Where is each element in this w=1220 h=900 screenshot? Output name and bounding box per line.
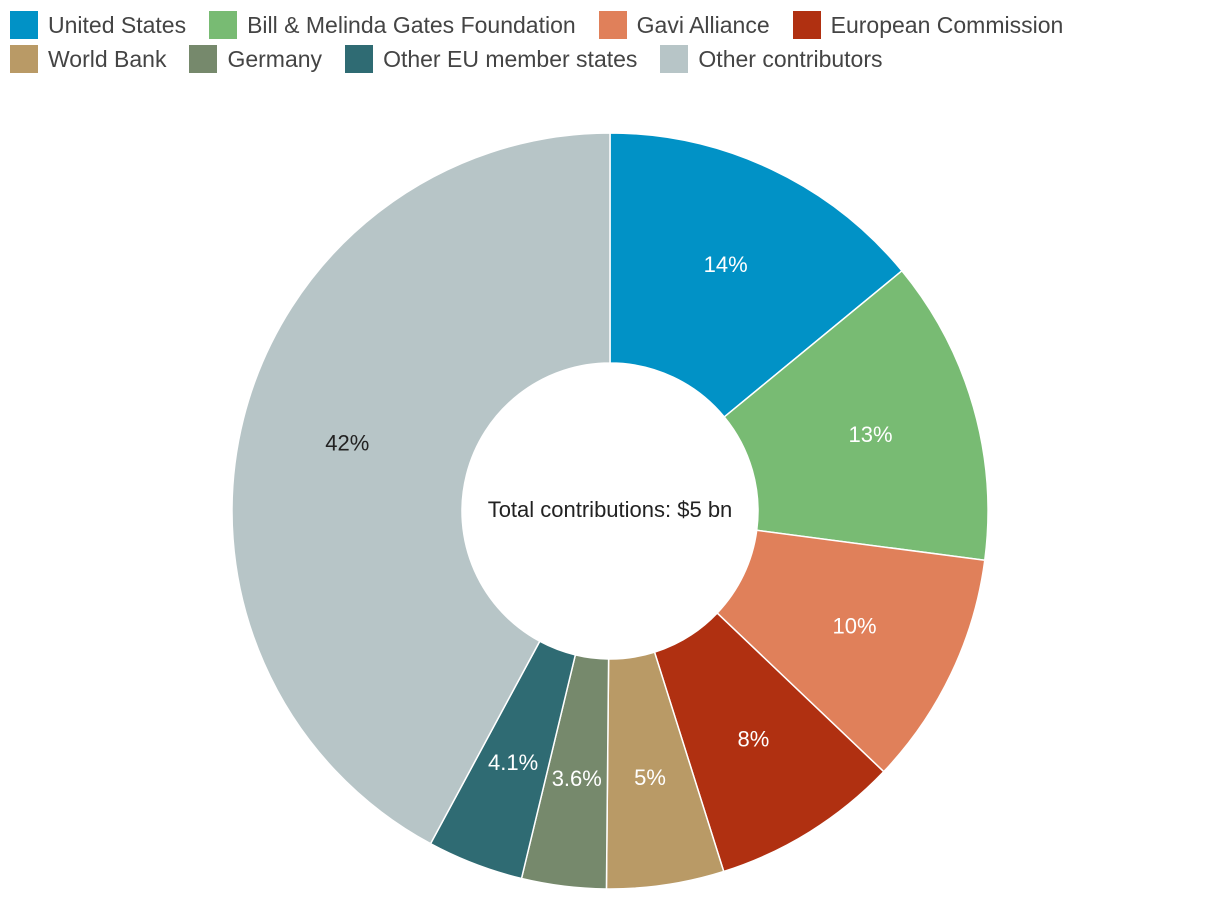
legend-swatch	[598, 11, 627, 39]
data-label: 42%	[325, 430, 369, 455]
pie-slice	[723, 269, 989, 562]
data-label: 14%	[704, 252, 748, 277]
legend-item: European Commission	[792, 11, 1064, 39]
legend-item: Gavi Alliance	[598, 11, 770, 39]
pie-slice	[716, 529, 986, 773]
legend-label: World Bank	[48, 45, 167, 72]
data-label: 13%	[849, 422, 893, 447]
legend-label: Other contributors	[698, 45, 883, 72]
center-label: Total contributions: $5 bn	[488, 497, 733, 522]
legend-label: Gavi Alliance	[636, 11, 770, 38]
legend-swatch	[345, 45, 374, 73]
pie-slice	[231, 132, 611, 845]
legend-item: Other contributors	[660, 45, 883, 73]
data-label: 5%	[634, 765, 666, 790]
legend-swatch	[660, 45, 689, 73]
legend-label: Germany	[227, 45, 323, 72]
legend-label: United States	[48, 11, 187, 38]
data-label: 3.6%	[552, 766, 602, 791]
legend-label: Bill & Melinda Gates Foundation	[247, 11, 576, 38]
legend-row-1: United States Bill & Melinda Gates Founda…	[10, 8, 1210, 42]
pie-slice	[609, 132, 903, 419]
legend-item: United States	[10, 11, 186, 39]
legend-swatch	[792, 11, 821, 39]
legend-item: Other EU member states	[345, 45, 637, 73]
data-label: 10%	[832, 614, 876, 639]
legend-label: Other EU member states	[383, 45, 638, 72]
legend-item: Germany	[189, 45, 322, 73]
legend-swatch	[209, 11, 238, 39]
legend-swatch	[189, 45, 218, 73]
legend: United States Bill & Melinda Gates Founda…	[10, 8, 1210, 76]
legend-item: Bill & Melinda Gates Foundation	[209, 11, 576, 39]
legend-swatch	[10, 45, 38, 73]
legend-swatch	[10, 11, 38, 39]
data-label: 8%	[738, 727, 770, 752]
legend-label: European Commission	[830, 11, 1064, 38]
legend-item: World Bank	[10, 45, 166, 73]
data-label: 4.1%	[488, 750, 538, 775]
legend-row-2: World Bank Germany Other EU member states O…	[10, 42, 1210, 76]
